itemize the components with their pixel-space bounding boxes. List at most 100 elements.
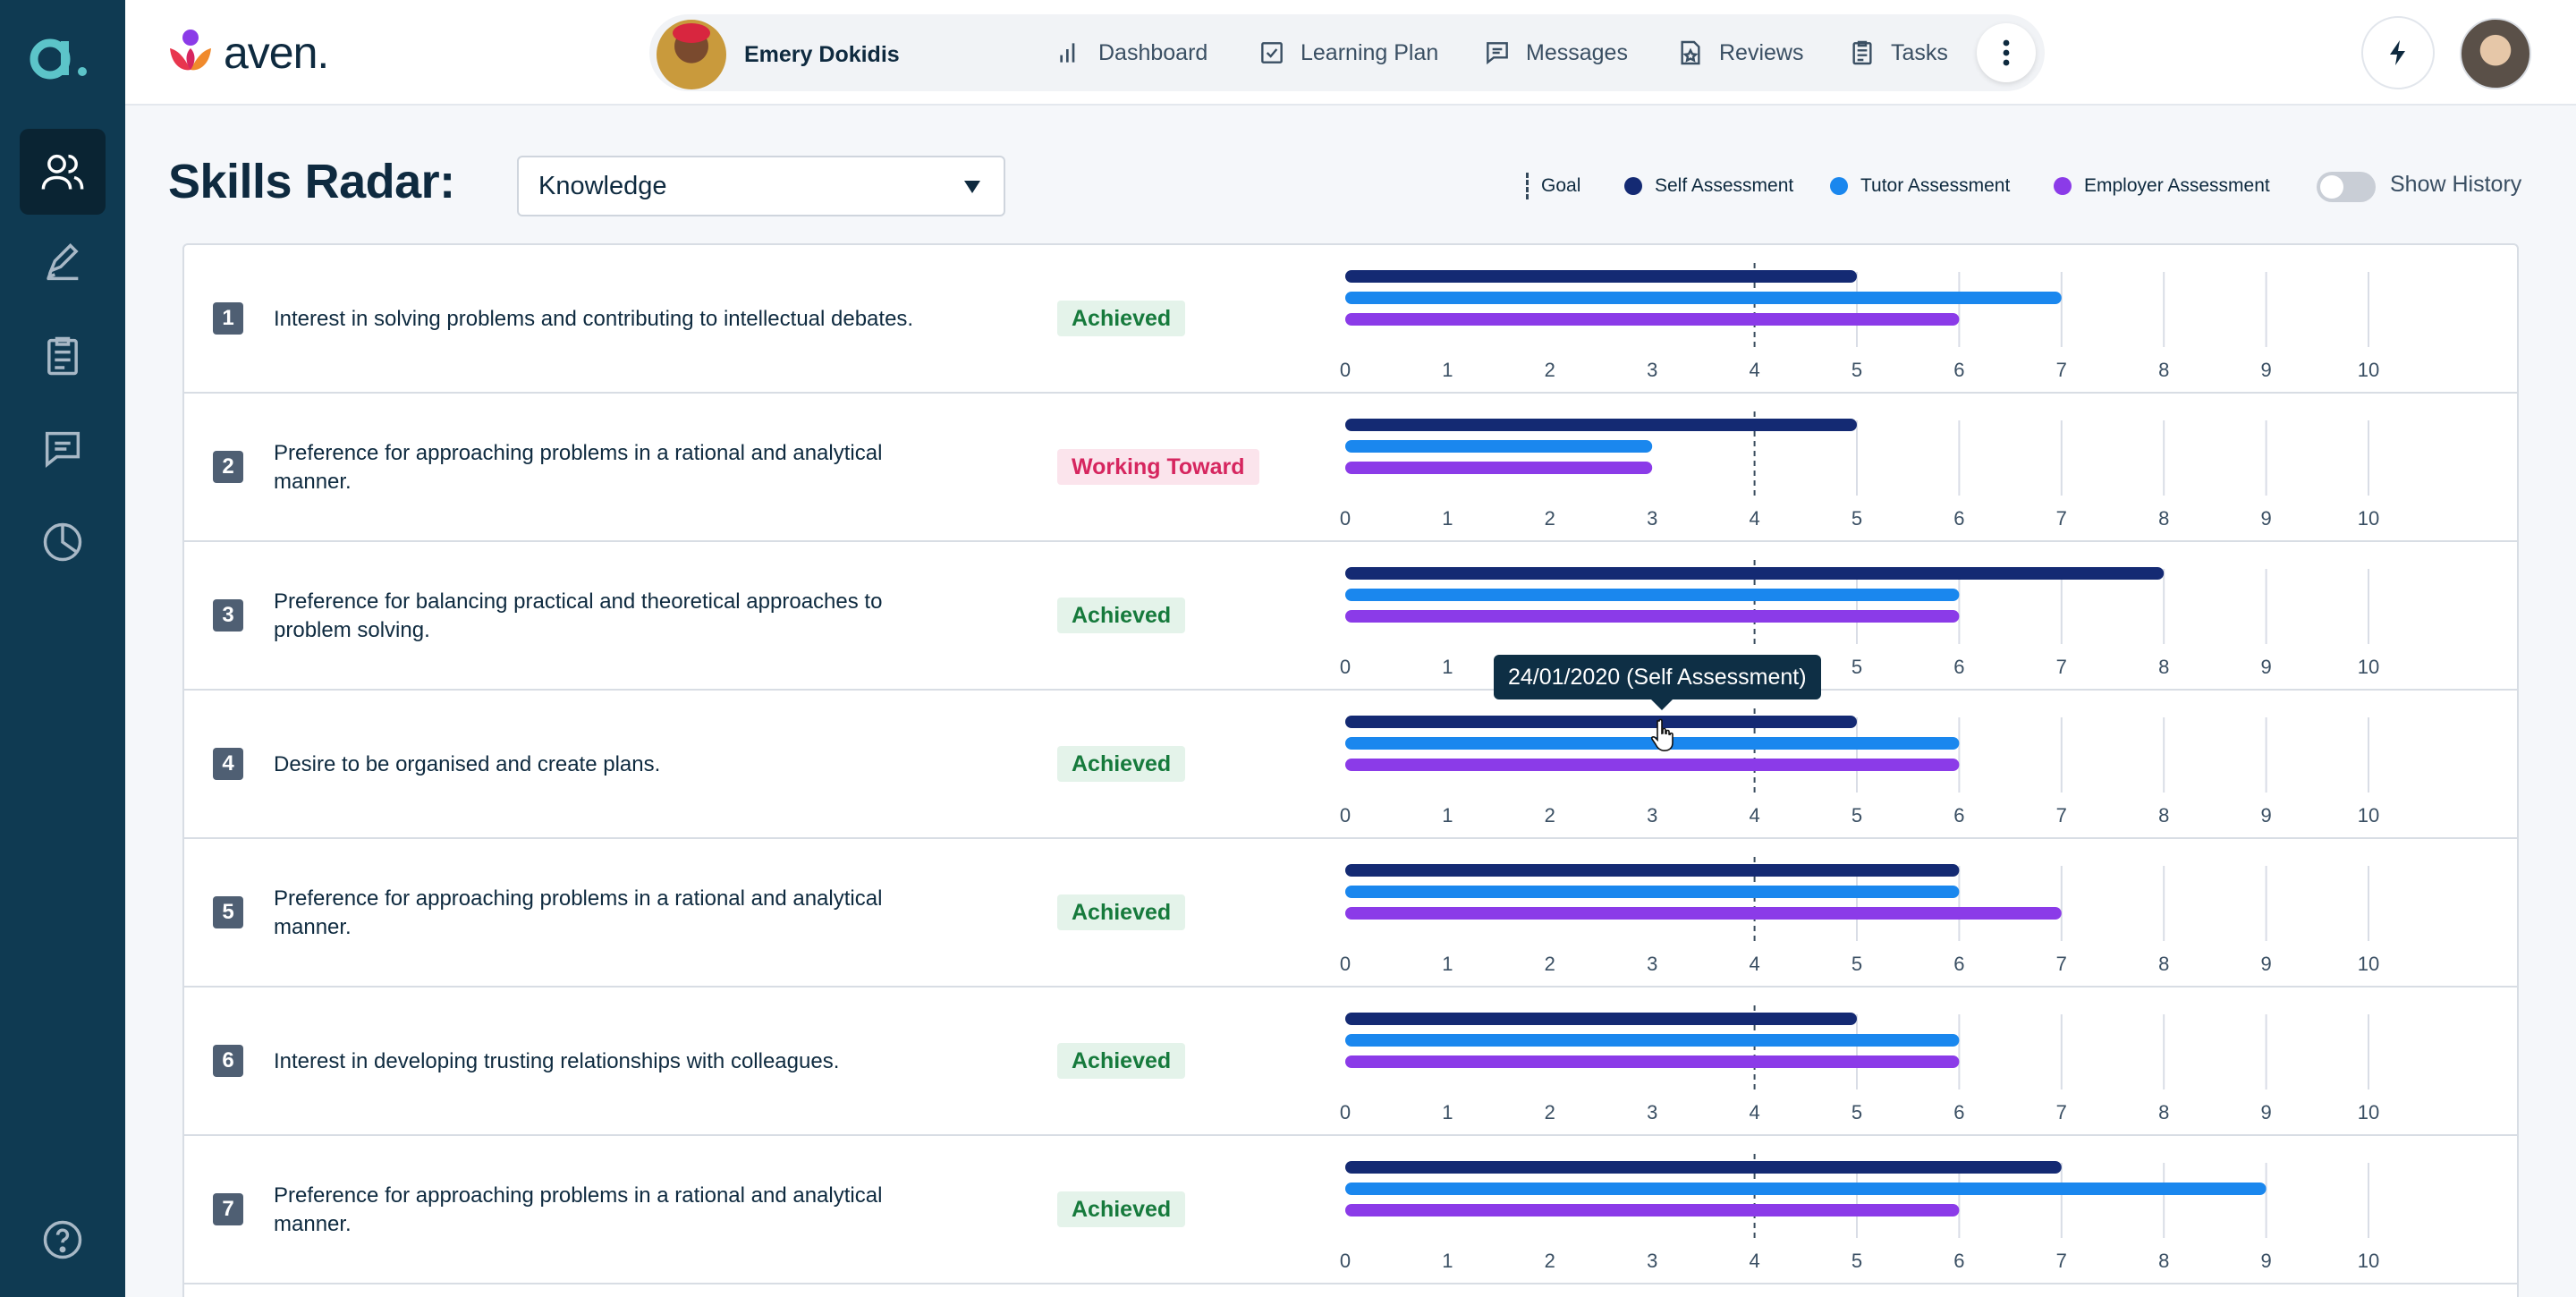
skill-category-value: Knowledge <box>538 171 667 200</box>
x-tick-label: 10 <box>2358 507 2379 530</box>
skills-card: 1 Interest in solving problems and contri… <box>182 243 2519 1297</box>
x-tick-label: 9 <box>2260 656 2271 678</box>
skill-bar-chart: 0 1 2 3 4 5 6 7 8 9 10 <box>1340 1005 2379 1123</box>
bar-chart-icon <box>1060 43 1075 63</box>
status-badge: Achieved <box>1057 301 1186 336</box>
self-assessment-bar[interactable] <box>1345 567 2165 580</box>
nav-dashboard[interactable]: Dashboard <box>1055 14 1208 91</box>
sidebar-item-reports[interactable] <box>20 499 106 585</box>
x-tick-label: 1 <box>1442 953 1453 975</box>
nav-messages[interactable]: Messages <box>1483 14 1628 91</box>
skill-description: Desire to be organised and create plans. <box>274 752 661 776</box>
skill-description: Preference for approaching problems in a… <box>274 1183 883 1236</box>
legend-tutor: Tutor Assessment <box>1830 170 2010 202</box>
x-tick-label: 0 <box>1340 359 1351 381</box>
self-assessment-bar[interactable] <box>1345 1161 2062 1174</box>
employer-assessment-bar[interactable] <box>1345 1055 1960 1068</box>
legend-employer-label: Employer Assessment <box>2084 175 2270 196</box>
x-tick-label: 8 <box>2158 1250 2169 1272</box>
skill-description: Preference for approaching problems in a… <box>274 441 883 494</box>
people-icon <box>41 154 84 190</box>
x-tick-label: 3 <box>1647 359 1657 381</box>
skill-row[interactable]: 5 Preference for approaching problems in … <box>184 839 2517 988</box>
x-tick-label: 1 <box>1442 1101 1453 1123</box>
skill-row[interactable]: 4 Desire to be organised and create plans… <box>184 691 2517 839</box>
skill-category-select[interactable]: Knowledge <box>517 156 1005 216</box>
more-menu-button[interactable] <box>1977 23 2036 82</box>
brand-name: aven. <box>224 28 329 78</box>
help-button[interactable] <box>20 1197 106 1283</box>
checkbox-icon <box>1261 42 1283 64</box>
sidebar-item-edit[interactable] <box>20 220 106 306</box>
tutor-assessment-bar[interactable] <box>1345 886 1960 898</box>
nav-learning-plan[interactable]: Learning Plan <box>1258 14 1438 91</box>
status-badge: Achieved <box>1057 894 1186 930</box>
x-tick-label: 2 <box>1545 1101 1555 1123</box>
show-history-toggle[interactable] <box>2317 172 2376 202</box>
self-assessment-bar[interactable] <box>1345 716 1857 728</box>
tutor-assessment-bar[interactable] <box>1345 292 2062 304</box>
employer-assessment-bar[interactable] <box>1345 313 1960 326</box>
sidebar-item-people[interactable] <box>20 129 106 215</box>
self-assessment-bar[interactable] <box>1345 419 1857 431</box>
sidebar-item-messages[interactable] <box>20 406 106 492</box>
skill-row[interactable]: 1 Interest in solving problems and contri… <box>184 245 2517 394</box>
sidebar-item-tasks[interactable] <box>20 313 106 399</box>
nav-reviews[interactable]: Reviews <box>1676 14 1803 91</box>
x-tick-label: 6 <box>1953 507 1964 530</box>
x-tick-label: 3 <box>1647 953 1657 975</box>
x-tick-label: 9 <box>2260 804 2271 827</box>
x-tick-label: 2 <box>1545 953 1555 975</box>
skill-row[interactable]: 3 Preference for balancing practical and … <box>184 542 2517 691</box>
x-tick-label: 9 <box>2260 953 2271 975</box>
skill-bar-chart: 0 1 2 3 4 5 6 7 8 9 10 <box>1340 857 2379 975</box>
x-tick-label: 5 <box>1852 1250 1862 1272</box>
nav-tasks[interactable]: Tasks <box>1848 14 1948 91</box>
skill-row[interactable]: 6 Interest in developing trusting relatio… <box>184 988 2517 1136</box>
self-dot-icon <box>1624 177 1642 195</box>
x-tick-label: 5 <box>1852 359 1862 381</box>
account-avatar[interactable] <box>2460 18 2531 89</box>
legend-goal-label: Goal <box>1541 175 1581 196</box>
skill-bar-chart: 0 1 2 3 4 5 6 7 8 9 10 <box>1340 708 2379 827</box>
self-assessment-bar[interactable] <box>1345 270 1857 283</box>
brand[interactable]: aven. <box>165 27 329 79</box>
x-tick-label: 3 <box>1647 1101 1657 1123</box>
skill-row[interactable]: 7 Preference for approaching problems in … <box>184 1136 2517 1284</box>
x-tick-label: 6 <box>1953 804 1964 827</box>
employer-assessment-bar[interactable] <box>1345 610 1960 623</box>
tutor-assessment-bar[interactable] <box>1345 737 1960 750</box>
self-assessment-bar[interactable] <box>1345 864 1960 877</box>
show-history-label: Show History <box>2390 172 2522 197</box>
nav-user[interactable]: Emery Dokidis <box>657 20 900 89</box>
x-tick-label: 8 <box>2158 507 2169 530</box>
x-tick-label: 9 <box>2260 507 2271 530</box>
x-tick-label: 5 <box>1852 804 1862 827</box>
skill-row[interactable]: 2 Preference for approaching problems in … <box>184 394 2517 542</box>
employer-assessment-bar[interactable] <box>1345 462 1653 474</box>
x-tick-label: 2 <box>1545 359 1555 381</box>
hand-cursor-icon <box>1651 718 1674 752</box>
x-tick-label: 5 <box>1852 953 1862 975</box>
tasks-icon <box>1852 40 1872 65</box>
bar-tooltip: 24/01/2020 (Self Assessment) <box>1494 655 1821 710</box>
self-assessment-bar[interactable] <box>1345 1013 1857 1025</box>
tutor-assessment-bar[interactable] <box>1345 1034 1960 1047</box>
caret-down-icon <box>964 181 980 193</box>
employer-assessment-bar[interactable] <box>1345 759 1960 771</box>
x-tick-label: 7 <box>2056 804 2067 827</box>
nav-learning-plan-label: Learning Plan <box>1301 39 1439 65</box>
employer-assessment-bar[interactable] <box>1345 907 2062 920</box>
tutor-assessment-bar[interactable] <box>1345 1183 2267 1195</box>
app-logo[interactable] <box>27 27 98 84</box>
x-tick-label: 2 <box>1545 507 1555 530</box>
tutor-assessment-bar[interactable] <box>1345 589 1960 601</box>
lightning-icon <box>2390 40 2405 65</box>
nav-tasks-label: Tasks <box>1891 39 1948 65</box>
legend-employer: Employer Assessment <box>2054 170 2270 202</box>
x-tick-label: 2 <box>1545 804 1555 827</box>
employer-assessment-bar[interactable] <box>1345 1204 1960 1216</box>
help-icon <box>43 1220 82 1259</box>
quick-actions-button[interactable] <box>2361 16 2435 89</box>
tutor-assessment-bar[interactable] <box>1345 440 1653 453</box>
